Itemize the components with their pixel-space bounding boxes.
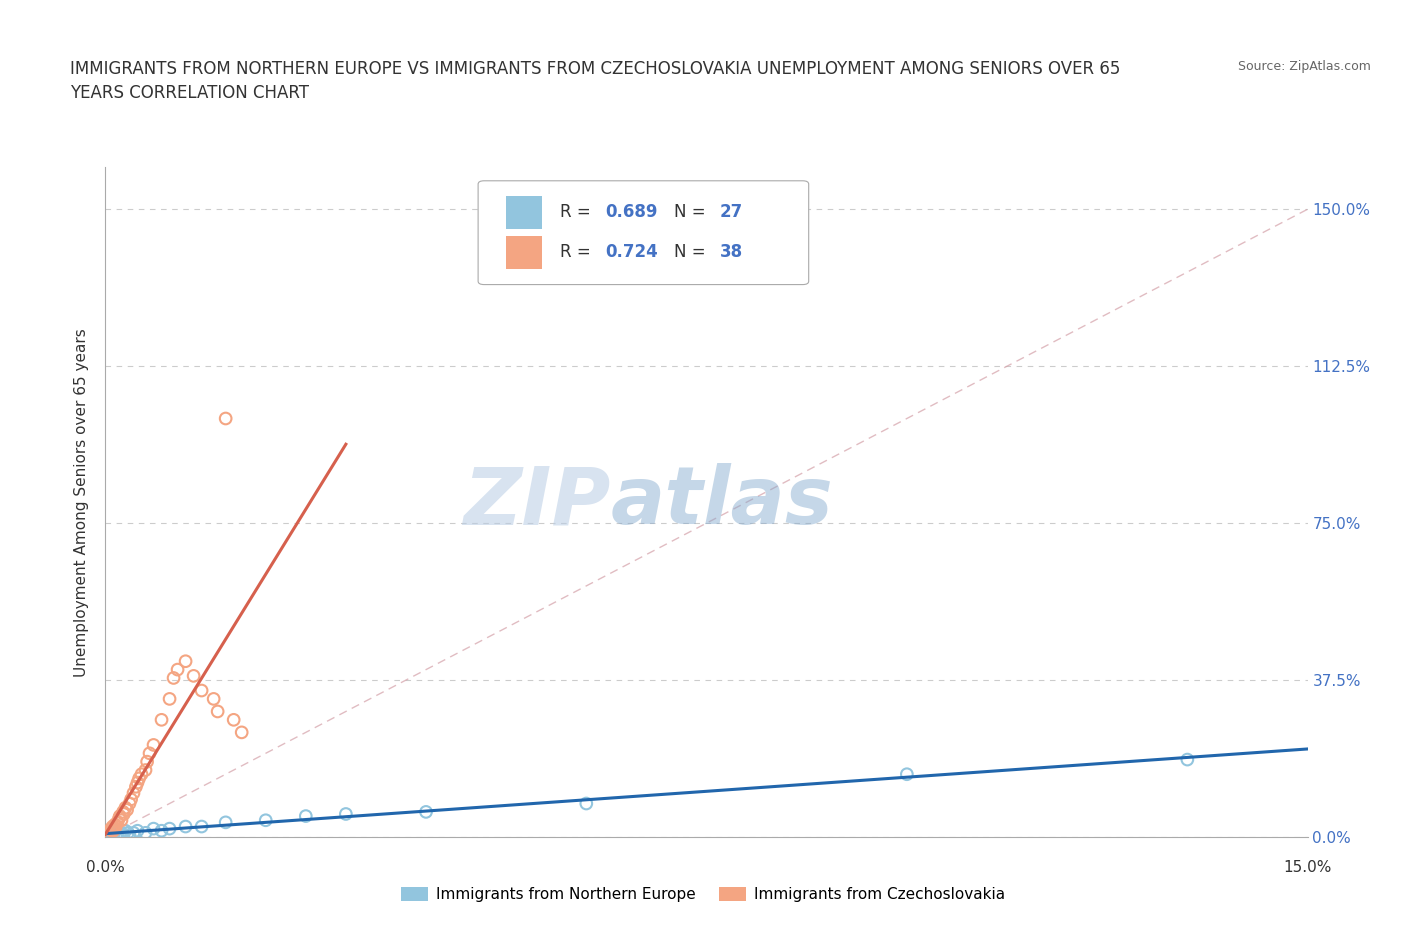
Point xyxy=(159,821,181,836)
Point xyxy=(896,766,918,781)
Point xyxy=(415,804,437,819)
Point xyxy=(136,754,159,769)
Legend: Immigrants from Northern Europe, Immigrants from Czechoslovakia: Immigrants from Northern Europe, Immigra… xyxy=(395,881,1011,909)
Y-axis label: Unemployment Among Seniors over 65 years: Unemployment Among Seniors over 65 years xyxy=(75,328,90,677)
Point xyxy=(108,811,131,826)
Point xyxy=(103,823,125,838)
Text: atlas: atlas xyxy=(610,463,834,541)
Point xyxy=(110,826,132,841)
FancyBboxPatch shape xyxy=(506,195,541,229)
Point xyxy=(112,828,135,843)
Point xyxy=(131,766,153,781)
Point xyxy=(101,819,124,834)
Point xyxy=(120,792,142,807)
Text: R =: R = xyxy=(560,244,596,261)
Point xyxy=(254,813,277,828)
Point xyxy=(108,809,131,824)
Point xyxy=(222,712,245,727)
Point xyxy=(101,823,124,838)
Point xyxy=(150,712,173,727)
Point xyxy=(162,671,184,685)
Point xyxy=(214,815,236,830)
Point xyxy=(117,826,139,841)
Text: Source: ZipAtlas.com: Source: ZipAtlas.com xyxy=(1237,60,1371,73)
Point xyxy=(122,786,145,801)
Text: 0.689: 0.689 xyxy=(606,204,658,221)
Point xyxy=(127,776,149,790)
Point xyxy=(110,813,132,828)
Point xyxy=(135,826,157,841)
Point xyxy=(1175,752,1198,767)
Point xyxy=(100,821,122,836)
Text: 0.0%: 0.0% xyxy=(86,860,125,875)
Point xyxy=(104,819,127,834)
Point xyxy=(98,828,121,843)
Point xyxy=(202,692,225,707)
Point xyxy=(125,779,148,794)
Point xyxy=(104,817,127,832)
Point xyxy=(190,819,212,834)
Point xyxy=(114,823,136,838)
FancyBboxPatch shape xyxy=(506,235,541,269)
Point xyxy=(107,826,129,841)
Point xyxy=(135,763,157,777)
Point xyxy=(174,819,197,834)
Point xyxy=(207,704,229,719)
Point xyxy=(101,826,124,841)
Point xyxy=(166,662,188,677)
Text: 38: 38 xyxy=(720,244,742,261)
Point xyxy=(118,796,141,811)
Point xyxy=(159,692,181,707)
Point xyxy=(128,771,150,786)
Point xyxy=(295,809,318,824)
Point xyxy=(142,737,165,752)
Point xyxy=(118,828,141,843)
Text: 0.724: 0.724 xyxy=(606,244,658,261)
Point xyxy=(150,823,173,838)
Point xyxy=(183,669,205,684)
Point xyxy=(103,828,125,843)
FancyBboxPatch shape xyxy=(478,180,808,285)
Text: 27: 27 xyxy=(720,204,742,221)
Text: N =: N = xyxy=(673,204,711,221)
Point xyxy=(214,411,236,426)
Point xyxy=(138,746,160,761)
Text: ZIP: ZIP xyxy=(463,463,610,541)
Point xyxy=(335,806,357,821)
Point xyxy=(127,823,149,838)
Point xyxy=(575,796,598,811)
Point xyxy=(142,821,165,836)
Point xyxy=(108,828,131,843)
Text: YEARS CORRELATION CHART: YEARS CORRELATION CHART xyxy=(70,84,309,101)
Point xyxy=(190,683,212,698)
Text: IMMIGRANTS FROM NORTHERN EUROPE VS IMMIGRANTS FROM CZECHOSLOVAKIA UNEMPLOYMENT A: IMMIGRANTS FROM NORTHERN EUROPE VS IMMIG… xyxy=(70,60,1121,78)
Point xyxy=(231,725,253,740)
Text: N =: N = xyxy=(673,244,711,261)
Point xyxy=(115,803,138,817)
Point xyxy=(107,815,129,830)
Point xyxy=(112,804,135,819)
Point xyxy=(174,654,197,669)
Point xyxy=(114,800,136,815)
Point xyxy=(112,806,135,821)
Text: R =: R = xyxy=(560,204,596,221)
Point xyxy=(104,823,127,838)
Point xyxy=(122,826,145,841)
Point xyxy=(98,826,121,841)
Text: 15.0%: 15.0% xyxy=(1284,860,1331,875)
